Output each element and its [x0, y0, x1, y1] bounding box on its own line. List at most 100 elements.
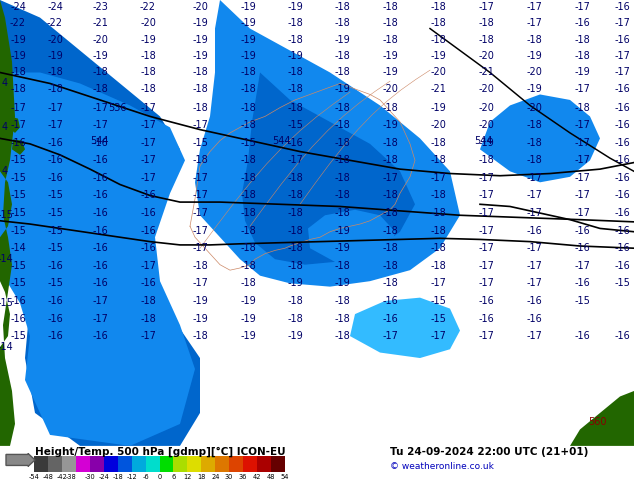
Text: -18: -18 [334, 296, 350, 306]
Text: -54: -54 [29, 474, 39, 480]
Polygon shape [0, 0, 15, 446]
Text: -19: -19 [240, 34, 256, 45]
Text: -18: -18 [430, 1, 446, 12]
Text: -18: -18 [287, 296, 303, 306]
Text: -19: -19 [240, 331, 256, 341]
Bar [48, 456, 62, 472]
Text: -16: -16 [92, 208, 108, 218]
Text: -18: -18 [382, 191, 398, 200]
Text: -19: -19 [334, 278, 350, 288]
Text: -15: -15 [287, 120, 303, 130]
Text: -16: -16 [140, 225, 156, 236]
Text: -24: -24 [98, 474, 109, 480]
Text: -18: -18 [240, 278, 256, 288]
Text: -16: -16 [614, 120, 630, 130]
Text: -18: -18 [430, 261, 446, 271]
Text: -17: -17 [92, 296, 108, 306]
Bar [216, 456, 230, 472]
Text: -19: -19 [192, 51, 208, 61]
Text: -16: -16 [614, 173, 630, 183]
Text: -18: -18 [430, 18, 446, 28]
Text: 12: 12 [183, 474, 191, 480]
Text: -19: -19 [382, 51, 398, 61]
Text: -18: -18 [287, 18, 303, 28]
Text: -15: -15 [47, 208, 63, 218]
Text: -19: -19 [334, 225, 350, 236]
Text: -15: -15 [192, 138, 208, 148]
Text: -21: -21 [92, 18, 108, 28]
Text: -17: -17 [478, 225, 494, 236]
Text: -18: -18 [287, 84, 303, 94]
Text: -17: -17 [192, 191, 208, 200]
Text: -16: -16 [47, 331, 63, 341]
Text: -19: -19 [574, 68, 590, 77]
Bar [76, 456, 90, 472]
Text: -16: -16 [140, 191, 156, 200]
Text: -17: -17 [574, 138, 590, 148]
Text: -15: -15 [0, 210, 13, 221]
Text: 536: 536 [108, 102, 127, 113]
Text: -16: -16 [614, 261, 630, 271]
Text: -18: -18 [287, 34, 303, 45]
Bar [118, 456, 132, 472]
Text: -19: -19 [240, 314, 256, 323]
Text: -16: -16 [614, 102, 630, 113]
Text: -17: -17 [192, 278, 208, 288]
Text: -17: -17 [574, 1, 590, 12]
Text: -15: -15 [10, 225, 26, 236]
Bar [188, 456, 202, 472]
Text: -17: -17 [192, 173, 208, 183]
Text: -17: -17 [526, 1, 542, 12]
Text: -20: -20 [192, 1, 208, 12]
Text: -19: -19 [287, 331, 303, 341]
Text: -20: -20 [47, 34, 63, 45]
Polygon shape [350, 297, 460, 358]
Text: -16: -16 [614, 191, 630, 200]
Bar [230, 456, 243, 472]
Text: -15: -15 [614, 278, 630, 288]
Text: -16: -16 [478, 314, 494, 323]
Text: -20: -20 [526, 68, 542, 77]
Bar [104, 456, 118, 472]
Text: -17: -17 [140, 120, 156, 130]
Text: -18: -18 [240, 155, 256, 165]
Text: -20: -20 [478, 51, 494, 61]
Text: -20: -20 [382, 84, 398, 94]
Text: -16: -16 [92, 138, 108, 148]
Text: -16: -16 [92, 155, 108, 165]
Text: -19: -19 [192, 296, 208, 306]
Text: -18: -18 [287, 191, 303, 200]
Text: -17: -17 [92, 102, 108, 113]
Text: -17: -17 [574, 84, 590, 94]
Text: -16: -16 [614, 225, 630, 236]
Bar [271, 456, 285, 472]
Text: -15: -15 [430, 296, 446, 306]
Text: -18: -18 [334, 68, 350, 77]
Text: -17: -17 [574, 261, 590, 271]
Text: -18: -18 [92, 68, 108, 77]
Text: -16: -16 [614, 331, 630, 341]
Text: -18: -18 [287, 102, 303, 113]
Text: -18: -18 [430, 191, 446, 200]
Text: -17: -17 [92, 314, 108, 323]
Text: -19: -19 [382, 120, 398, 130]
Text: -18: -18 [240, 120, 256, 130]
Text: -17: -17 [382, 331, 398, 341]
Text: -18: -18 [287, 314, 303, 323]
Text: -16: -16 [614, 208, 630, 218]
Text: -16: -16 [47, 296, 63, 306]
Text: -18: -18 [192, 102, 208, 113]
Text: -18: -18 [526, 155, 542, 165]
Text: -17: -17 [140, 155, 156, 165]
Text: -18: -18 [47, 68, 63, 77]
Text: -21: -21 [430, 84, 446, 94]
Text: -17: -17 [140, 331, 156, 341]
Text: -18: -18 [240, 191, 256, 200]
Bar [257, 456, 271, 472]
Text: -17: -17 [526, 18, 542, 28]
Text: -17: -17 [92, 120, 108, 130]
Text: -19: -19 [192, 314, 208, 323]
Text: -16: -16 [10, 296, 26, 306]
Text: -17: -17 [614, 68, 630, 77]
Text: 544: 544 [272, 136, 290, 146]
